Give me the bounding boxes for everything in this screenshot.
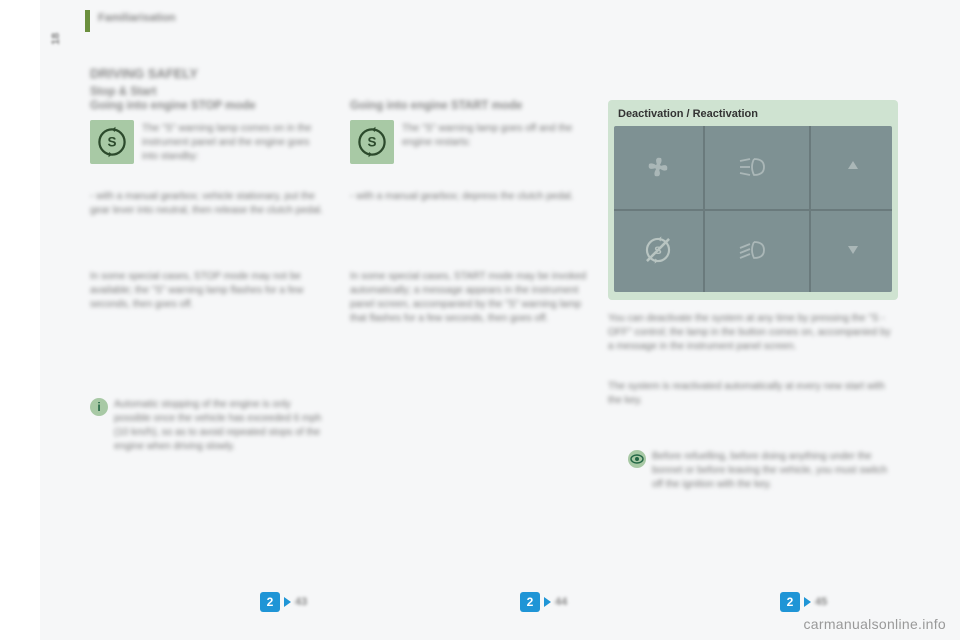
page-ref-1: 2 43: [260, 592, 307, 612]
col3-eye-text: Before refuelling, before doing anything…: [652, 450, 898, 492]
chapter-badge: 2: [780, 592, 800, 612]
col3-para1: You can deactivate the system at any tim…: [608, 312, 898, 354]
col1-icon-text: The "S" warning lamp comes on in the ins…: [142, 122, 322, 164]
headlamp-high-icon: [725, 143, 781, 193]
page-number: 18: [50, 33, 62, 45]
s-off-button[interactable]: S: [631, 222, 687, 278]
section-label: Familiarisation: [98, 12, 176, 24]
s-stop-icon: S: [90, 120, 134, 164]
subheading-stop-start: Stop & Start: [90, 86, 156, 98]
ref-page-c: 45: [815, 596, 827, 608]
subheading-stop-mode: Going into engine STOP mode: [90, 100, 256, 112]
triangle-icon: [544, 597, 551, 607]
up-arrow-icon: [836, 149, 869, 182]
s-start-icon: S: [350, 120, 394, 164]
col1-info: Automatic stopping of the engine is only…: [114, 398, 330, 454]
panel-title: Deactivation / Reactivation: [618, 108, 892, 120]
deactivation-panel: Deactivation / Reactivation S: [608, 100, 898, 300]
info-icon: i: [90, 398, 108, 416]
ref-page-a: 43: [295, 596, 307, 608]
page-ref-2: 2 44: [520, 592, 567, 612]
col2-icon-text: The "S" warning lamp goes off and the en…: [402, 122, 582, 150]
svg-text:S: S: [107, 135, 116, 150]
section-marker: [85, 10, 90, 32]
page-ref-3: 2 45: [780, 592, 827, 612]
col2-bullet: - with a manual gearbox; depress the clu…: [350, 190, 590, 204]
col1-bullet: - with a manual gearbox; vehicle station…: [90, 190, 330, 218]
triangle-icon: [804, 597, 811, 607]
down-arrow-icon: [836, 232, 869, 265]
subheading-start-mode: Going into engine START mode: [350, 100, 522, 112]
triangle-icon: [284, 597, 291, 607]
fan-icon: [631, 143, 687, 193]
col3-para2: The system is reactivated automatically …: [608, 380, 898, 408]
chapter-badge: 2: [520, 592, 540, 612]
ref-page-b: 44: [555, 596, 567, 608]
headlamp-low-icon: [725, 226, 781, 276]
control-panel-image: S: [614, 126, 892, 292]
col2-para2: In some special cases, START mode may be…: [350, 270, 590, 326]
eye-icon: [628, 450, 646, 468]
col1-para2: In some special cases, STOP mode may not…: [90, 270, 330, 312]
chapter-badge: 2: [260, 592, 280, 612]
page-heading: DRIVING SAFELY: [90, 66, 198, 81]
svg-text:S: S: [367, 135, 376, 150]
watermark: carmanualsonline.info: [804, 616, 947, 632]
